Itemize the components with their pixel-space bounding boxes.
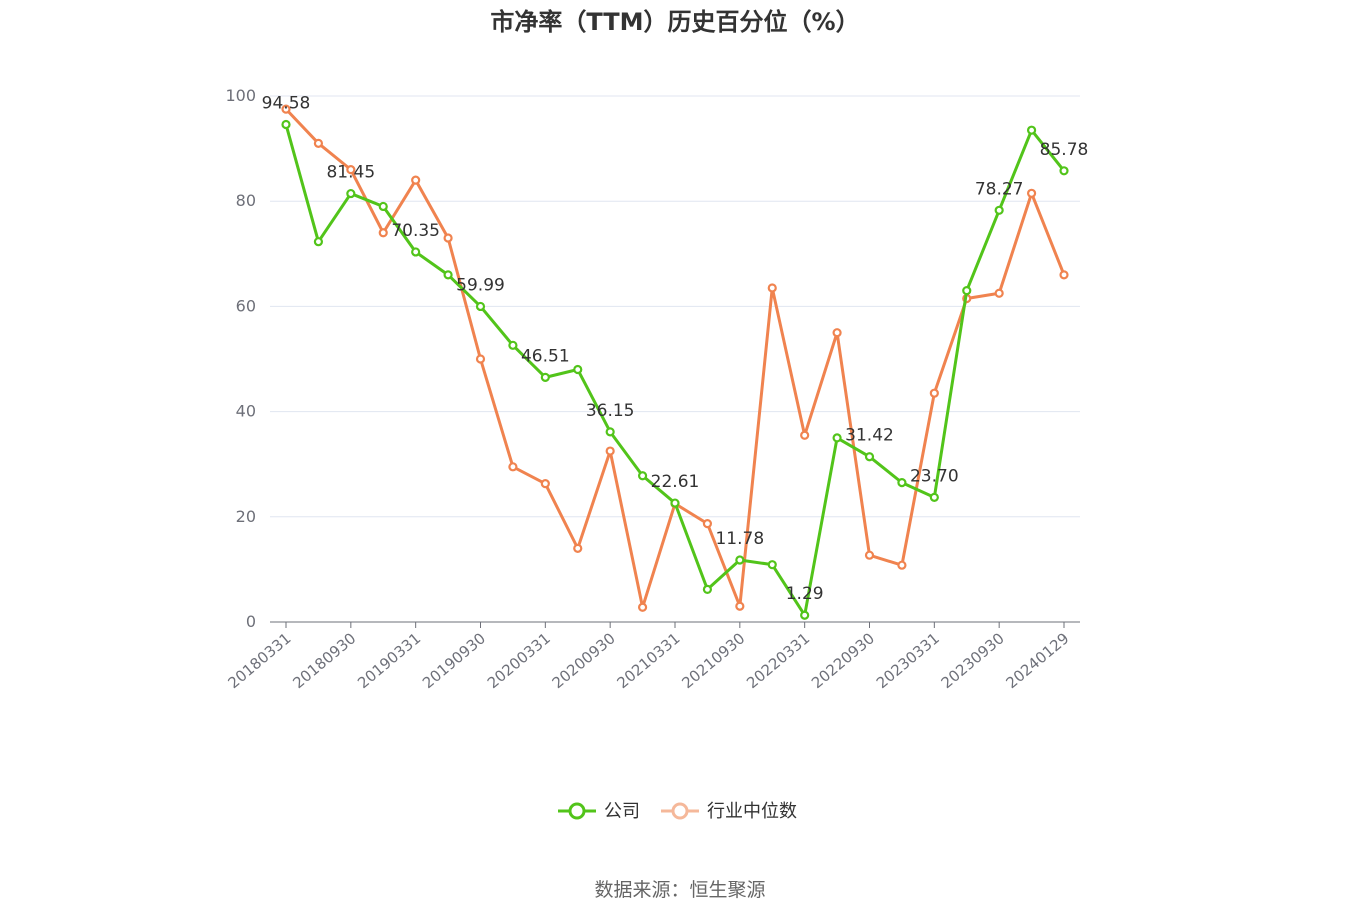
legend-marker [671, 802, 689, 820]
data-point[interactable] [281, 119, 291, 130]
data-point[interactable] [767, 560, 777, 570]
data-point[interactable] [443, 270, 453, 280]
data-label: 36.15 [586, 401, 635, 421]
x-tick-label: 20180331 [225, 629, 295, 692]
data-point[interactable] [281, 104, 291, 114]
data-labels: 94.58 81.45 70.35 59.99 46.51 36.15 22.61 11.78… [262, 94, 1089, 605]
y-tick-label: 40 [236, 402, 256, 421]
x-tick-label: 20230930 [938, 629, 1008, 692]
data-point[interactable] [605, 446, 615, 456]
y-tick-label: 20 [236, 507, 256, 526]
y-tick-label: 0 [246, 612, 256, 631]
data-point[interactable] [735, 601, 745, 611]
x-tick-label: 20220331 [743, 629, 813, 692]
data-label: 81.45 [326, 163, 375, 183]
x-tick-label: 20210930 [678, 629, 748, 692]
series-layer [281, 104, 1069, 620]
data-point[interactable] [411, 247, 421, 257]
data-point[interactable] [573, 543, 583, 553]
chart-title: 市净率（TTM）历史百分位（%） [490, 8, 859, 36]
data-label: 23.70 [910, 466, 959, 486]
series-line [284, 124, 1066, 617]
data-label: 11.78 [715, 529, 764, 549]
data-point[interactable] [832, 433, 842, 443]
data-point[interactable] [800, 610, 810, 620]
data-label: 22.61 [651, 472, 700, 492]
data-point[interactable] [670, 498, 680, 508]
data-label: 78.27 [975, 179, 1024, 199]
grid [270, 95, 1080, 518]
data-point[interactable] [702, 519, 713, 529]
data-point[interactable] [832, 328, 842, 338]
x-tick-label: 20200930 [549, 629, 619, 692]
x-tick-label: 20210331 [614, 629, 684, 692]
data-point[interactable] [897, 478, 907, 488]
legend-label: 行业中位数 [707, 801, 797, 822]
y-tick-label: 80 [236, 191, 256, 210]
data-point[interactable] [994, 288, 1004, 298]
data-point[interactable] [378, 228, 388, 238]
data-point[interactable] [767, 283, 777, 293]
data-point[interactable] [929, 388, 939, 398]
data-label: 31.42 [845, 426, 894, 446]
data-label: 70.35 [391, 221, 440, 241]
data-point[interactable] [962, 286, 972, 296]
x-tick-label: 20220930 [808, 629, 878, 692]
data-point[interactable] [864, 550, 875, 560]
data-point[interactable] [994, 205, 1004, 215]
data-point[interactable] [637, 471, 648, 481]
data-point[interactable] [411, 175, 421, 185]
data-label: 85.78 [1040, 140, 1089, 160]
data-label: 59.99 [456, 275, 505, 295]
series-line [284, 108, 1066, 609]
data-point[interactable] [508, 340, 518, 350]
data-point[interactable] [475, 354, 486, 364]
series-0 [281, 119, 1069, 620]
data-point[interactable] [378, 201, 388, 212]
legend-item-0[interactable]: 公司 [558, 801, 640, 822]
x-tick-label: 20230331 [873, 629, 943, 692]
source-note: 数据来源：恒生聚源 [594, 879, 765, 901]
y-tick-label: 60 [236, 296, 256, 315]
data-point[interactable] [1026, 125, 1037, 135]
data-point[interactable] [605, 427, 615, 437]
x-tick-label: 20180930 [289, 629, 359, 692]
legend-label: 公司 [604, 801, 640, 822]
data-point[interactable] [864, 452, 875, 462]
data-point[interactable] [1026, 188, 1037, 198]
x-tick-label: 20200331 [484, 629, 554, 692]
data-point[interactable] [735, 555, 745, 565]
data-point[interactable] [540, 372, 550, 382]
x-tick-label: 20190331 [354, 629, 424, 692]
data-point[interactable] [313, 138, 324, 148]
legend-marker [568, 802, 586, 820]
legend-item-1[interactable]: 行业中位数 [661, 801, 797, 822]
x-tick-label: 20190930 [419, 629, 489, 692]
data-point[interactable] [313, 237, 324, 247]
series-1 [281, 104, 1069, 612]
data-point[interactable] [540, 479, 550, 489]
data-point[interactable] [637, 602, 648, 612]
y-tick-label: 100 [225, 86, 256, 105]
data-point[interactable] [929, 492, 939, 502]
data-label: 94.58 [262, 94, 311, 114]
data-point[interactable] [346, 165, 356, 175]
data-point[interactable] [1059, 270, 1069, 280]
data-point[interactable] [573, 364, 583, 375]
x-tick-label: 20240129 [1003, 629, 1073, 692]
data-point[interactable] [346, 188, 356, 199]
data-point[interactable] [800, 430, 810, 440]
data-point[interactable] [475, 301, 486, 312]
data-label: 1.29 [786, 584, 824, 604]
data-point[interactable] [443, 233, 453, 243]
data-point[interactable] [1059, 166, 1069, 176]
legend[interactable]: 公司 行业中位数 [558, 801, 797, 822]
data-point[interactable] [897, 560, 907, 570]
data-label: 46.51 [521, 346, 570, 366]
data-point[interactable] [702, 584, 713, 594]
data-point[interactable] [508, 462, 518, 472]
